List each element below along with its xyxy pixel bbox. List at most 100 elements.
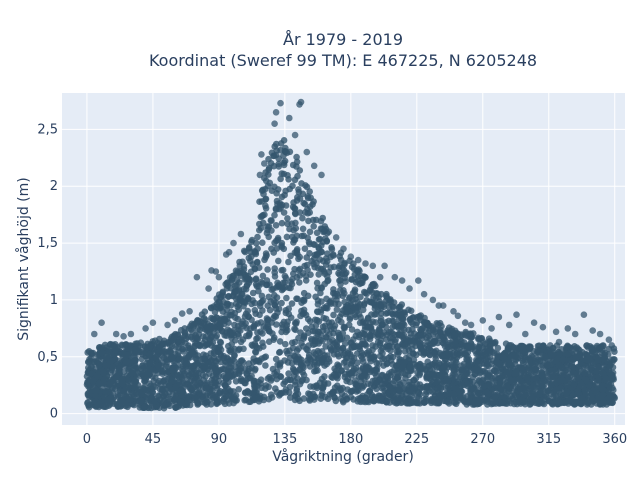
data-point [156,396,164,403]
data-point [583,376,590,384]
data-point [565,397,572,405]
data-point [399,365,407,372]
data-point [264,226,271,234]
y-tick-label: 2 [50,179,58,194]
data-point [532,375,540,382]
data-point [277,373,285,381]
data-point [577,379,584,387]
data-point [267,160,275,167]
data-point [437,393,445,401]
data-point [530,382,537,390]
data-point [313,251,321,259]
data-point [299,214,306,222]
data-point [318,171,325,179]
data-point [333,341,341,349]
data-point [293,318,300,326]
data-point [240,298,247,306]
data-point [252,310,259,318]
data-point [123,358,131,366]
data-point [456,351,464,359]
data-point [277,140,285,147]
data-point [442,372,449,379]
data-point [128,369,136,377]
data-point [313,279,321,287]
data-point [248,253,255,260]
data-point [301,245,309,252]
chart-title-line1: År 1979 - 2019 [283,30,403,49]
data-point [378,380,386,388]
data-point [343,377,350,385]
data-point [164,321,171,329]
data-point [275,257,282,265]
data-point [570,370,578,378]
data-point [393,374,401,382]
data-point [321,393,329,401]
data-point [225,248,233,256]
data-point [513,400,521,408]
data-point [112,330,120,338]
data-point [568,363,576,370]
data-point [262,205,270,212]
data-point [415,277,422,284]
data-point [177,326,185,334]
data-point [297,361,305,368]
data-point [342,269,350,277]
data-point [238,320,245,328]
data-point [310,383,318,391]
data-point [584,399,592,407]
data-point [176,340,183,348]
data-point [240,345,247,353]
data-point [228,334,235,342]
data-point [318,284,326,292]
data-point [515,348,523,356]
x-tick-label: 270 [470,432,495,447]
data-point [539,342,547,350]
data-point [434,321,442,328]
data-point [191,342,199,350]
data-point [332,234,340,241]
data-point [201,321,208,328]
data-point [323,238,331,245]
data-point [262,177,270,185]
data-point [184,380,191,388]
data-point [294,250,301,258]
data-point [296,279,303,286]
data-point [328,245,336,253]
data-point [398,301,406,308]
data-point [151,337,159,345]
data-point [354,359,361,367]
data-point [391,399,398,406]
data-point [450,308,457,315]
data-point [339,329,347,337]
data-point [379,355,386,363]
data-point [486,381,494,388]
data-point [251,377,258,385]
data-point [237,230,245,238]
data-point [505,321,513,329]
data-point [348,326,356,333]
data-point [475,343,483,351]
data-point [467,330,475,338]
data-point [215,305,222,312]
data-point [248,238,255,246]
data-point [570,345,578,353]
data-point [521,349,529,356]
data-point [127,330,135,338]
data-point [346,315,354,323]
data-point [300,199,308,207]
data-point [281,279,289,286]
y-tick-label: 1,5 [37,236,58,251]
data-point [578,395,585,403]
data-point [589,327,596,334]
data-point [352,292,359,299]
data-point [294,375,301,382]
data-point [233,287,240,295]
data-point [333,306,341,313]
data-point [215,344,222,351]
data-point [532,354,540,362]
data-point [310,223,318,230]
data-point [265,166,273,173]
data-point [319,214,327,222]
data-point [489,339,497,347]
data-point [286,185,294,193]
